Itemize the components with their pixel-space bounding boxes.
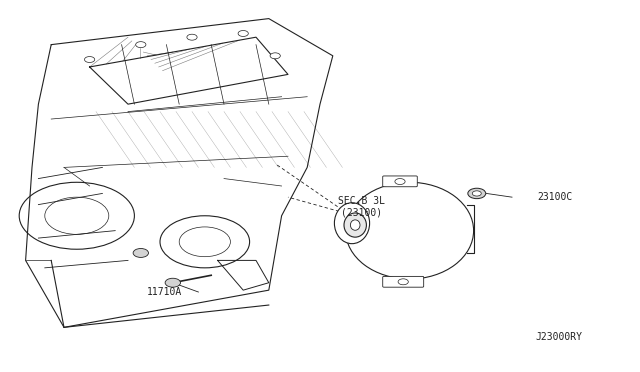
- Ellipse shape: [346, 182, 474, 279]
- Circle shape: [398, 279, 408, 285]
- Circle shape: [84, 57, 95, 62]
- Text: 11710A: 11710A: [147, 287, 182, 297]
- Circle shape: [270, 53, 280, 59]
- Circle shape: [468, 188, 486, 199]
- Circle shape: [472, 191, 481, 196]
- Circle shape: [238, 31, 248, 36]
- FancyBboxPatch shape: [383, 176, 417, 187]
- Circle shape: [165, 278, 180, 287]
- Circle shape: [187, 34, 197, 40]
- Polygon shape: [90, 37, 288, 104]
- Text: J23000RY: J23000RY: [536, 332, 582, 342]
- Text: 23100C: 23100C: [538, 192, 573, 202]
- Circle shape: [133, 248, 148, 257]
- Text: SEC.B 3L
(23100): SEC.B 3L (23100): [338, 196, 385, 218]
- Ellipse shape: [344, 213, 367, 237]
- Ellipse shape: [334, 203, 370, 244]
- FancyBboxPatch shape: [383, 276, 424, 287]
- Circle shape: [395, 179, 405, 185]
- Ellipse shape: [351, 220, 360, 230]
- Circle shape: [136, 42, 146, 48]
